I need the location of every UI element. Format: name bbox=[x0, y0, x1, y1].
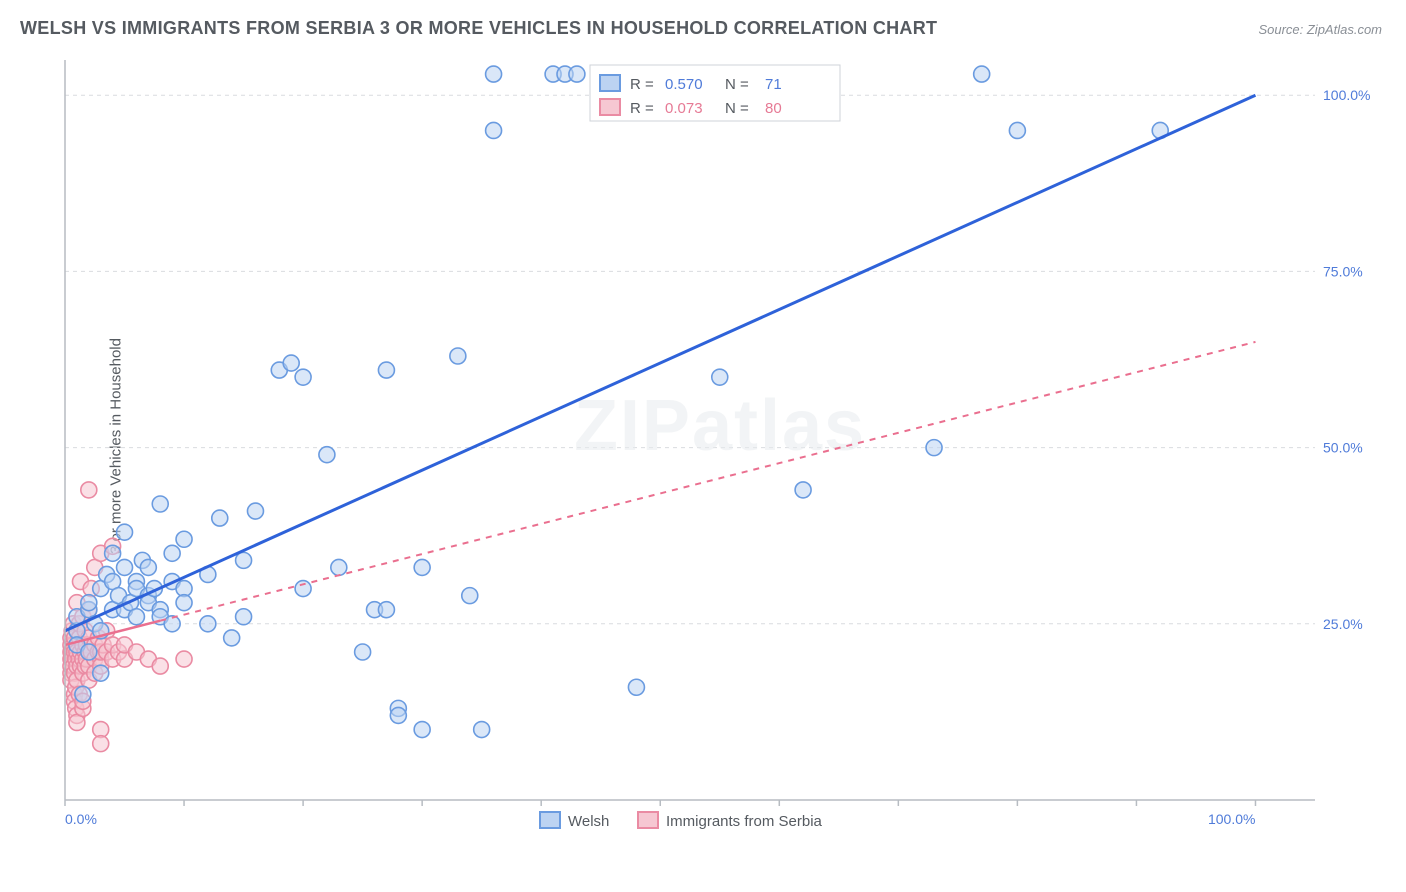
data-point bbox=[450, 348, 466, 364]
data-point bbox=[105, 545, 121, 561]
stat-r-value: 0.073 bbox=[665, 100, 703, 117]
stats-legend-border bbox=[590, 65, 840, 121]
data-point bbox=[224, 630, 240, 646]
y-tick-label: 25.0% bbox=[1323, 616, 1363, 632]
data-point bbox=[295, 369, 311, 385]
stat-n-label: N = bbox=[725, 100, 749, 117]
data-point bbox=[164, 545, 180, 561]
legend-label: Welsh bbox=[568, 813, 609, 830]
y-tick-label: 100.0% bbox=[1323, 87, 1370, 103]
data-point bbox=[1009, 122, 1025, 138]
data-point bbox=[295, 581, 311, 597]
y-tick-label: 75.0% bbox=[1323, 263, 1363, 279]
stat-n-value: 80 bbox=[765, 100, 782, 117]
data-point bbox=[75, 686, 91, 702]
data-point bbox=[712, 369, 728, 385]
data-point bbox=[378, 362, 394, 378]
legend-swatch bbox=[540, 812, 560, 828]
data-point bbox=[247, 503, 263, 519]
data-point bbox=[93, 736, 109, 752]
data-point bbox=[81, 482, 97, 498]
data-point bbox=[974, 66, 990, 82]
data-point bbox=[140, 559, 156, 575]
data-point bbox=[93, 665, 109, 681]
data-point bbox=[795, 482, 811, 498]
scatter-chart: 25.0% 50.0% 75.0% 100.0% ZIPatlas 0.0% 100.0… bbox=[55, 50, 1385, 840]
data-point bbox=[926, 440, 942, 456]
stat-n-value: 71 bbox=[765, 76, 782, 93]
data-point bbox=[414, 559, 430, 575]
data-point bbox=[81, 595, 97, 611]
trend-line bbox=[65, 95, 1255, 631]
y-tick-label: 50.0% bbox=[1323, 440, 1363, 456]
data-point bbox=[128, 609, 144, 625]
data-point bbox=[236, 552, 252, 568]
chart-title: WELSH VS IMMIGRANTS FROM SERBIA 3 OR MOR… bbox=[20, 18, 937, 39]
watermark-text: ZIPatlas bbox=[574, 386, 866, 466]
x-tick-label: 0.0% bbox=[65, 811, 97, 827]
source-label: Source: ZipAtlas.com bbox=[1258, 22, 1382, 37]
data-point bbox=[486, 66, 502, 82]
data-point bbox=[283, 355, 299, 371]
data-point bbox=[152, 658, 168, 674]
data-point bbox=[176, 531, 192, 547]
data-point bbox=[200, 616, 216, 632]
trend-line-extension bbox=[160, 342, 1255, 621]
data-point bbox=[81, 644, 97, 660]
stats-legend: R = 0.570 N = 71 R = 0.073 N = 80 bbox=[590, 65, 840, 121]
data-point bbox=[628, 679, 644, 695]
x-tick-label: 100.0% bbox=[1208, 811, 1255, 827]
stat-r-label: R = bbox=[630, 100, 654, 117]
data-point bbox=[117, 524, 133, 540]
data-point bbox=[176, 595, 192, 611]
legend-swatch bbox=[638, 812, 658, 828]
data-point bbox=[152, 496, 168, 512]
legend-swatch bbox=[600, 99, 620, 115]
legend-swatch bbox=[600, 75, 620, 91]
data-point bbox=[486, 122, 502, 138]
data-point bbox=[569, 66, 585, 82]
data-point bbox=[474, 722, 490, 738]
stat-n-label: N = bbox=[725, 76, 749, 93]
data-point bbox=[414, 722, 430, 738]
data-point bbox=[462, 588, 478, 604]
data-point bbox=[212, 510, 228, 526]
data-point bbox=[378, 602, 394, 618]
data-point bbox=[176, 651, 192, 667]
data-point bbox=[331, 559, 347, 575]
stat-r-value: 0.570 bbox=[665, 76, 703, 93]
series-legend: Welsh Immigrants from Serbia bbox=[540, 812, 823, 830]
stat-r-label: R = bbox=[630, 76, 654, 93]
legend-label: Immigrants from Serbia bbox=[666, 813, 823, 830]
data-point bbox=[236, 609, 252, 625]
data-point bbox=[390, 707, 406, 723]
data-point bbox=[355, 644, 371, 660]
data-point bbox=[117, 559, 133, 575]
data-point bbox=[319, 447, 335, 463]
